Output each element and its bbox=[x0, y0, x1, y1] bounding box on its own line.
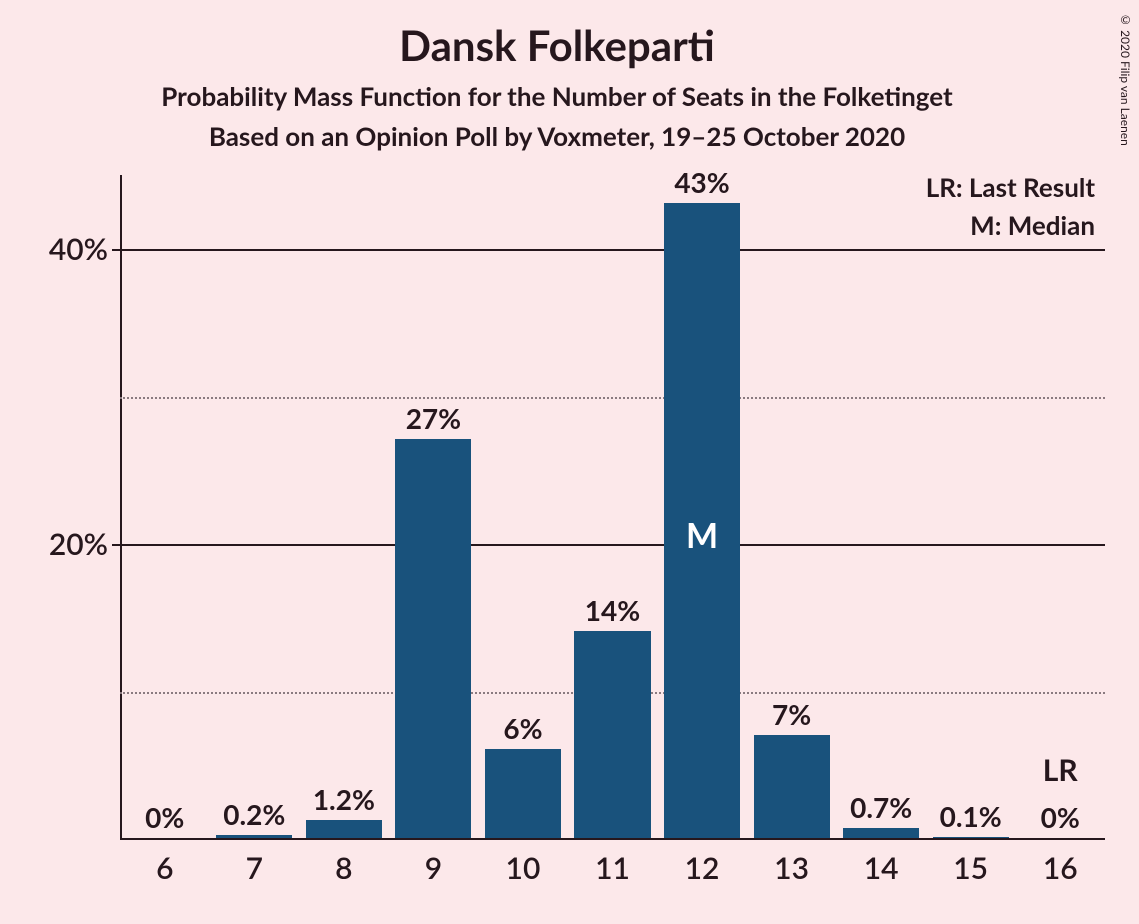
chart-container: Dansk Folkeparti Probability Mass Functi… bbox=[0, 0, 1139, 924]
median-marker: M bbox=[686, 515, 718, 556]
x-tick-label: 7 bbox=[246, 850, 263, 886]
chart-subtitle-1: Probability Mass Function for the Number… bbox=[0, 80, 1114, 112]
bar bbox=[574, 631, 650, 838]
x-tick-label: 10 bbox=[506, 850, 541, 886]
bar-value-label: 0.7% bbox=[850, 790, 912, 824]
bar bbox=[216, 835, 292, 838]
bar bbox=[395, 439, 471, 838]
y-axis bbox=[120, 175, 122, 840]
bar bbox=[843, 828, 919, 838]
y-tick-label: 40% bbox=[49, 231, 108, 267]
bar bbox=[933, 837, 1009, 838]
x-tick-label: 14 bbox=[864, 850, 899, 886]
chart-subtitle-2: Based on an Opinion Poll by Voxmeter, 19… bbox=[0, 120, 1114, 152]
last-result-marker: LR bbox=[1043, 752, 1078, 788]
grid-major-line bbox=[120, 249, 1105, 251]
x-tick-label: 13 bbox=[774, 850, 809, 886]
bar-value-label: 14% bbox=[585, 593, 640, 627]
bar-value-label: 6% bbox=[503, 711, 542, 745]
plot-area: LR: Last Result M: Median 20%40%67891011… bbox=[120, 175, 1105, 840]
x-tick-label: 9 bbox=[425, 850, 442, 886]
x-tick-label: 15 bbox=[953, 850, 988, 886]
grid-minor-line bbox=[120, 397, 1105, 399]
bar-value-label: 43% bbox=[674, 165, 729, 199]
x-tick-label: 6 bbox=[156, 850, 173, 886]
x-tick-label: 12 bbox=[685, 850, 720, 886]
x-tick-label: 16 bbox=[1043, 850, 1078, 886]
legend-median: M: Median bbox=[970, 209, 1095, 241]
x-tick-label: 11 bbox=[595, 850, 630, 886]
chart-title: Dansk Folkeparti bbox=[0, 20, 1114, 70]
y-tick-mark bbox=[112, 249, 120, 251]
bar bbox=[485, 749, 561, 838]
bar-value-label: 7% bbox=[772, 697, 811, 731]
bar bbox=[306, 820, 382, 838]
bar-value-label: 27% bbox=[406, 401, 461, 435]
bar-value-label: 1.2% bbox=[313, 782, 375, 816]
bar-value-label: 0.1% bbox=[940, 799, 1002, 833]
bar-value-label: 0.2% bbox=[223, 797, 285, 831]
bar-value-label: 0% bbox=[145, 800, 184, 834]
y-tick-label: 20% bbox=[49, 526, 108, 562]
copyright-text: © 2020 Filip van Laenen bbox=[1118, 12, 1133, 146]
bar bbox=[754, 735, 830, 838]
x-axis bbox=[120, 838, 1105, 840]
bar-value-label: 0% bbox=[1041, 800, 1080, 834]
grid-major-line bbox=[120, 544, 1105, 546]
legend-last-result: LR: Last Result bbox=[926, 171, 1095, 203]
y-tick-mark bbox=[112, 544, 120, 546]
x-tick-label: 8 bbox=[335, 850, 352, 886]
